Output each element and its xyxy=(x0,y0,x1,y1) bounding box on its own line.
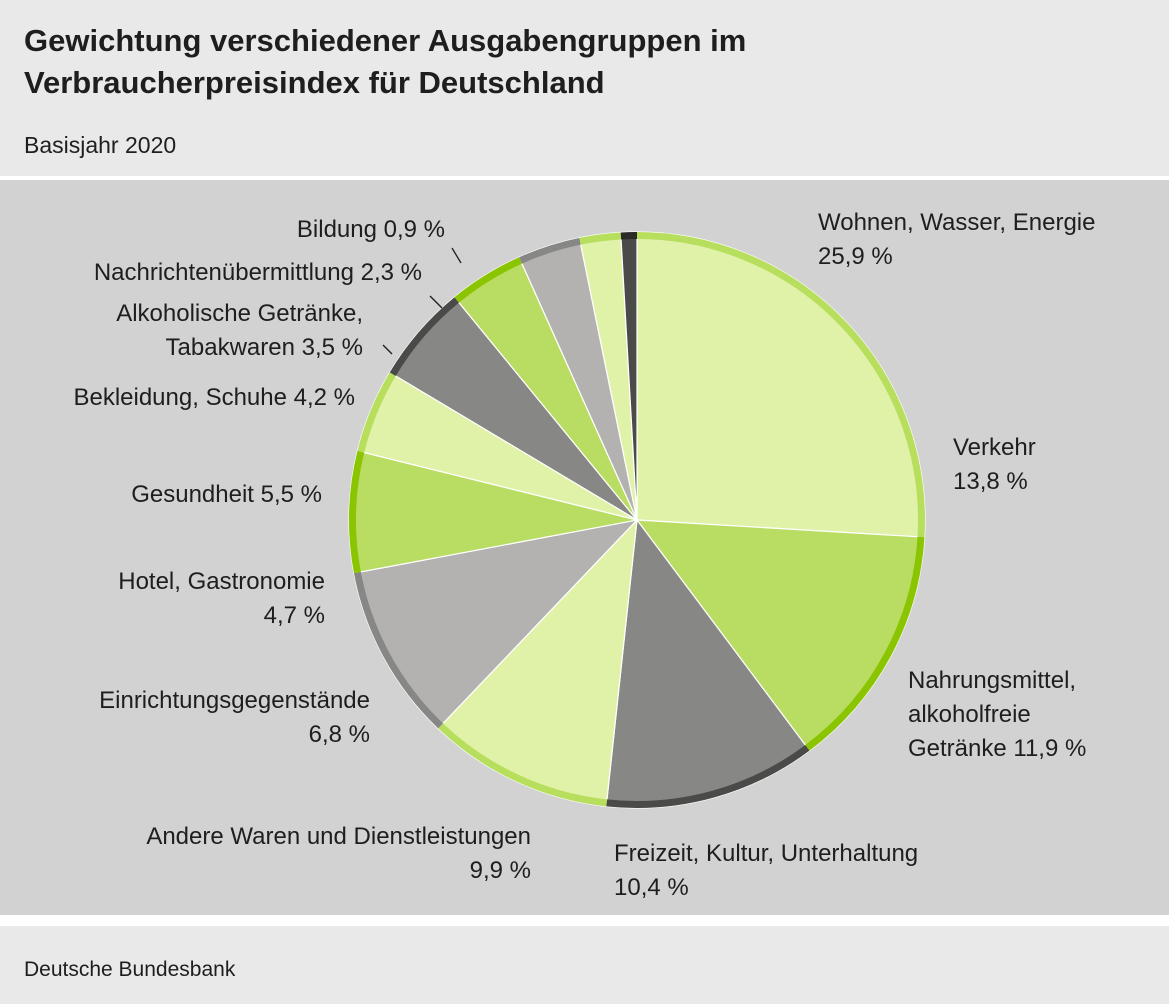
slice-7-label-line-2: 4,7 % xyxy=(264,602,325,629)
slice-4-label-line-1: Freizeit, Kultur, Unterhaltung xyxy=(614,840,918,867)
slice-11-label: Nachrichtenübermittlung 2,3 % xyxy=(94,259,422,286)
pie-slices xyxy=(348,231,926,809)
slice-5-label: Andere Waren und Dienstleistungen 9,9 % xyxy=(146,823,531,884)
slice-3-edge xyxy=(606,745,810,808)
slice-8-label-line-1: Gesundheit 5,5 % xyxy=(131,481,322,508)
slice-8-edge xyxy=(389,297,459,376)
slice-6-edge xyxy=(349,450,365,574)
slice-9-label-line-1: Bekleidung, Schuhe 4,2 % xyxy=(73,384,355,411)
slice-3-label: Nahrungsmittel, alkoholfreie Getränke 11,9… xyxy=(908,667,1086,762)
source-credit: Deutsche Bundesbank xyxy=(24,958,236,981)
slice-1-edge xyxy=(636,232,925,538)
slice-12 xyxy=(620,231,638,521)
slice-12-label: Bildung 0,9 % xyxy=(297,216,445,243)
slice-10-label-line-2: Tabakwaren 3,5 % xyxy=(166,334,363,361)
slice-12-leader-line xyxy=(451,247,462,264)
slice-12-label-line-1: Bildung 0,9 % xyxy=(297,216,445,243)
slice-7-label-line-1: Hotel, Gastronomie xyxy=(118,568,325,595)
slice-labels: Wohnen, Wasser, Energie 25,9 % Verkehr 13,8… xyxy=(73,209,1095,901)
slice-2-label-line-1: Verkehr xyxy=(953,434,1036,461)
slice-3-label-line-3: Getränke 11,9 % xyxy=(908,735,1086,762)
slice-10-label: Alkoholische Getränke, Tabakwaren 3,5 % xyxy=(116,300,363,361)
slice-10-edge xyxy=(519,237,581,264)
chart-title: Gewichtung verschiedener Ausgabengruppen… xyxy=(24,20,746,104)
slice-4-label: Freizeit, Kultur, Unterhaltung 10,4 % xyxy=(614,840,918,901)
slice-10-label-line-1: Alkoholische Getränke, xyxy=(116,300,363,327)
slice-4-label-line-2: 10,4 % xyxy=(614,874,689,901)
header: Gewichtung verschiedener Ausgabengruppen… xyxy=(0,0,1169,176)
slice-7-label: Hotel, Gastronomie 4,7 % xyxy=(118,568,325,629)
slice-2-edge xyxy=(805,536,925,751)
slice-11-leader-line xyxy=(429,295,443,309)
slice-5-edge xyxy=(353,571,444,729)
pie-slice-edges xyxy=(349,232,925,808)
slice-7-edge xyxy=(357,372,396,453)
slice-11-edge xyxy=(579,232,622,245)
slice-3-label-line-2: alkoholfreie xyxy=(908,701,1031,728)
slice-6-label: Einrichtungsgegenstände 6,8 % xyxy=(99,687,370,748)
slice-10-leader-line xyxy=(382,344,393,355)
slice-8-label: Gesundheit 5,5 % xyxy=(131,481,322,508)
slice-1-label: Wohnen, Wasser, Energie 25,9 % xyxy=(818,209,1095,270)
chart-subtitle: Basisjahr 2020 xyxy=(24,132,177,158)
leader-lines xyxy=(382,247,462,355)
slice-2-label: Verkehr 13,8 % xyxy=(953,434,1036,495)
slice-4-edge xyxy=(438,723,607,807)
slice-11-label-line-1: Nachrichtenübermittlung 2,3 % xyxy=(94,259,422,286)
chart-title-line-2: Verbraucherpreisindex für Deutschland xyxy=(24,65,605,100)
slice-3-label-line-1: Nahrungsmittel, xyxy=(908,667,1076,694)
slice-6-label-line-1: Einrichtungsgegenstände xyxy=(99,687,370,714)
slice-1-label-line-1: Wohnen, Wasser, Energie xyxy=(818,209,1095,236)
slice-2-label-line-2: 13,8 % xyxy=(953,468,1028,495)
footer: Deutsche Bundesbank xyxy=(0,926,1169,1004)
chart-area: Wohnen, Wasser, Energie 25,9 % Verkehr 13,8… xyxy=(0,180,1169,915)
slice-1-label-line-2: 25,9 % xyxy=(818,243,893,270)
slice-5-label-line-2: 9,9 % xyxy=(470,857,531,884)
slice-9-label: Bekleidung, Schuhe 4,2 % xyxy=(73,384,355,411)
chart-title-line-1: Gewichtung verschiedener Ausgabengruppen… xyxy=(24,23,747,58)
slice-6-label-line-2: 6,8 % xyxy=(309,721,370,748)
pie-chart: Wohnen, Wasser, Energie 25,9 % Verkehr 13,8… xyxy=(73,209,1095,901)
slice-9-edge xyxy=(454,257,522,303)
slice-5-label-line-1: Andere Waren und Dienstleistungen xyxy=(146,823,531,850)
